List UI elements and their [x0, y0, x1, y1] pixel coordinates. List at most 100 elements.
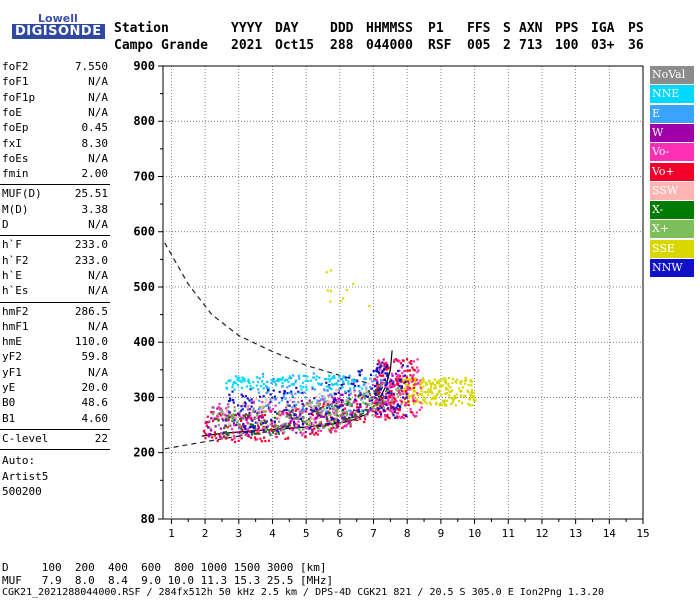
data-point-sse — [451, 396, 454, 400]
data-point-nnw — [286, 392, 289, 395]
data-point-vo- — [411, 366, 414, 369]
data-point-vo- — [233, 437, 236, 440]
data-point-w — [356, 418, 359, 421]
data-point-vo- — [356, 403, 359, 406]
param-row: yF2 59.8 — [2, 350, 108, 366]
data-point-vo- — [411, 376, 414, 379]
data-point-vo- — [239, 426, 242, 429]
data-point-vo- — [282, 413, 285, 416]
data-point-vo- — [412, 386, 415, 389]
data-point-noval — [252, 407, 255, 410]
data-point-nne — [252, 386, 255, 390]
data-point-vo- — [327, 394, 330, 397]
data-point-e — [320, 382, 323, 385]
data-point-nnw — [250, 401, 253, 404]
data-point-nnw — [295, 386, 298, 389]
data-point-vo- — [386, 414, 389, 417]
data-point-sse — [441, 384, 444, 387]
data-point-vo- — [365, 405, 368, 408]
data-point-nnw — [293, 404, 296, 407]
data-point-nne — [329, 387, 332, 390]
data-point-x- — [317, 411, 320, 414]
data-point-nne — [323, 377, 326, 381]
data-point-sse — [407, 378, 410, 381]
data-point-nnw — [244, 402, 247, 405]
param-value: 233.0 — [74, 253, 108, 267]
data-point-vo- — [409, 410, 412, 413]
data-point-vo- — [397, 374, 400, 377]
y-tick-label: 800 — [133, 114, 155, 128]
data-point-x- — [226, 434, 229, 437]
data-point-vo- — [386, 416, 389, 419]
data-point-nnw — [290, 417, 293, 420]
data-point-noval — [371, 401, 374, 405]
data-point-w — [257, 416, 260, 419]
data-point-vo- — [252, 401, 255, 404]
data-point-vo- — [261, 414, 264, 417]
data-point-nnw — [400, 386, 403, 390]
header-value-5: RSF — [428, 38, 452, 53]
data-point-nnw — [231, 390, 234, 393]
param-name: fmin — [2, 167, 29, 181]
data-point-vo- — [380, 374, 383, 378]
data-point-noval — [273, 423, 276, 426]
data-point-noval — [225, 416, 229, 419]
data-point-nne — [261, 380, 264, 383]
data-point-noval — [324, 400, 327, 403]
data-point-w — [238, 435, 241, 438]
data-point-nne — [347, 382, 350, 385]
data-point-nnw — [281, 397, 284, 400]
param-row: foF2 7.550 — [2, 60, 108, 76]
data-point-ssw — [278, 417, 281, 420]
data-point-nnw — [348, 376, 351, 379]
data-point-vo- — [349, 425, 352, 428]
data-point-x- — [221, 411, 224, 414]
data-point-e — [292, 374, 295, 377]
data-point-nnw — [333, 400, 336, 403]
param-name: hmE — [2, 335, 22, 349]
data-point-sse — [455, 393, 458, 396]
data-point-nnw — [252, 425, 255, 428]
data-point-vo- — [413, 369, 417, 372]
data-point-nne — [262, 387, 265, 390]
data-point-nnw — [311, 387, 314, 390]
data-point-nnw — [381, 361, 384, 364]
data-point-sse — [403, 387, 406, 390]
data-point-vo- — [399, 362, 403, 365]
data-point-sse — [413, 402, 416, 405]
data-point-nne — [238, 379, 241, 382]
data-point-noval — [378, 384, 381, 387]
data-point-vo- — [375, 383, 378, 386]
data-point-vo- — [274, 404, 277, 407]
data-point-e — [329, 393, 332, 396]
data-point-vo- — [233, 424, 236, 427]
data-point-sse — [409, 378, 412, 381]
data-point-nne — [342, 381, 345, 384]
data-point-nnw — [222, 431, 225, 434]
data-point-vo- — [368, 409, 371, 412]
data-point-x- — [236, 420, 239, 423]
data-point-nne — [278, 378, 281, 381]
data-point-sse — [407, 394, 410, 397]
data-point-ssw — [358, 396, 361, 399]
data-point-vo- — [376, 415, 379, 418]
data-point-ssw — [383, 398, 386, 401]
data-point-nnw — [254, 421, 257, 424]
data-point-sse — [412, 389, 415, 392]
data-point-vo- — [397, 408, 400, 411]
data-point-vo- — [381, 398, 384, 401]
data-point-w — [322, 415, 325, 418]
data-point-w — [340, 401, 343, 404]
data-point-x- — [290, 414, 293, 417]
data-point-nnw — [229, 397, 232, 400]
data-point-ssw — [365, 389, 368, 392]
data-point-sse — [449, 397, 452, 400]
data-point-nne — [300, 388, 303, 391]
param-row: C-level 22 — [2, 432, 108, 448]
data-point-sse — [434, 386, 437, 389]
data-point-vo- — [379, 415, 382, 418]
header-value-10: 03+ — [591, 38, 615, 53]
data-point-nne — [249, 384, 252, 388]
data-point-ssw — [337, 403, 340, 406]
data-point-nnw — [244, 405, 247, 408]
